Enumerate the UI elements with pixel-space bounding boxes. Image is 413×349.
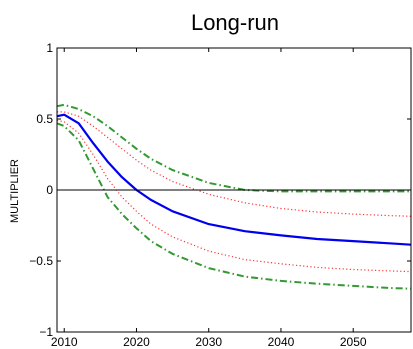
y-tick-label: 0.5 — [36, 112, 53, 126]
series-line-outer-lower — [56, 122, 412, 290]
series-line-inner-upper — [57, 111, 412, 217]
ticks-layer: 2010 2020 2030 2040 2050 −1 −0.5 0 0.5 1 — [29, 41, 411, 349]
x-tick-label: 2050 — [340, 335, 367, 349]
series-layer — [56, 103, 412, 290]
series-line-outer-upper — [56, 103, 411, 193]
y-axis-label: MULTIPLIER — [9, 159, 21, 223]
y-tick-label: −0.5 — [29, 254, 53, 268]
series-line-inner-lower — [56, 119, 412, 273]
y-tick-label: 1 — [46, 41, 53, 55]
x-tick-label: 2020 — [123, 335, 150, 349]
chart-title: Long-run — [191, 10, 279, 35]
x-tick-label: 2040 — [268, 335, 295, 349]
series-line-median — [56, 113, 412, 246]
plot-frame — [56, 47, 412, 333]
y-tick-label: −1 — [39, 325, 53, 339]
y-tick-label: 0 — [46, 183, 53, 197]
x-tick-label: 2030 — [195, 335, 222, 349]
x-tick-label: 2010 — [51, 335, 78, 349]
